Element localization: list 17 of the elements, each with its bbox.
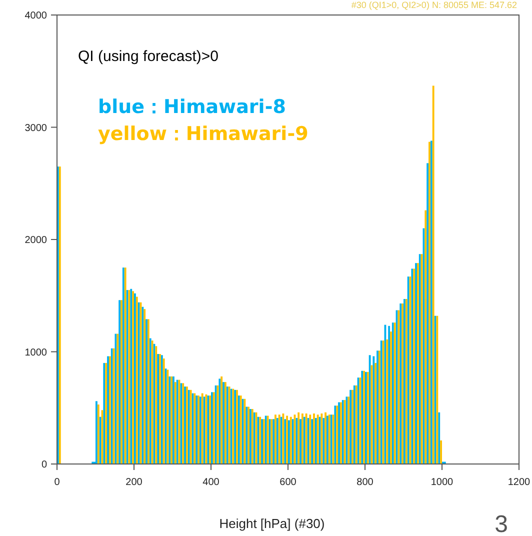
x-tick-label: 0 <box>54 477 60 488</box>
x-tick-label: 600 <box>280 477 297 488</box>
annotation: QI (using forecast)>0 <box>78 48 218 65</box>
y-tick-label: 4000 <box>24 10 48 22</box>
y-tick-label: 0 <box>41 460 48 470</box>
x-tick-label: 400 <box>202 477 220 488</box>
x-tick-label: 1200 <box>508 477 531 488</box>
text: #30 (QI1>0, QI2>0) N: 80055 ME: 547.62 <box>351 0 517 10</box>
x-axis-title: Height [hPa] (#30) <box>219 516 325 531</box>
x-tick-label: 800 <box>356 477 374 488</box>
text: 3 <box>494 511 508 536</box>
x-tick-label: 1000 <box>430 477 454 488</box>
y-tick-label: 3000 <box>24 122 48 134</box>
y-tick-label: 2000 <box>24 235 48 246</box>
x-tick-label: 200 <box>126 477 143 488</box>
legend: blue：Himawari-8 yellow：Himawari-9 <box>98 96 308 145</box>
y-tick-label: 1000 <box>24 347 48 358</box>
